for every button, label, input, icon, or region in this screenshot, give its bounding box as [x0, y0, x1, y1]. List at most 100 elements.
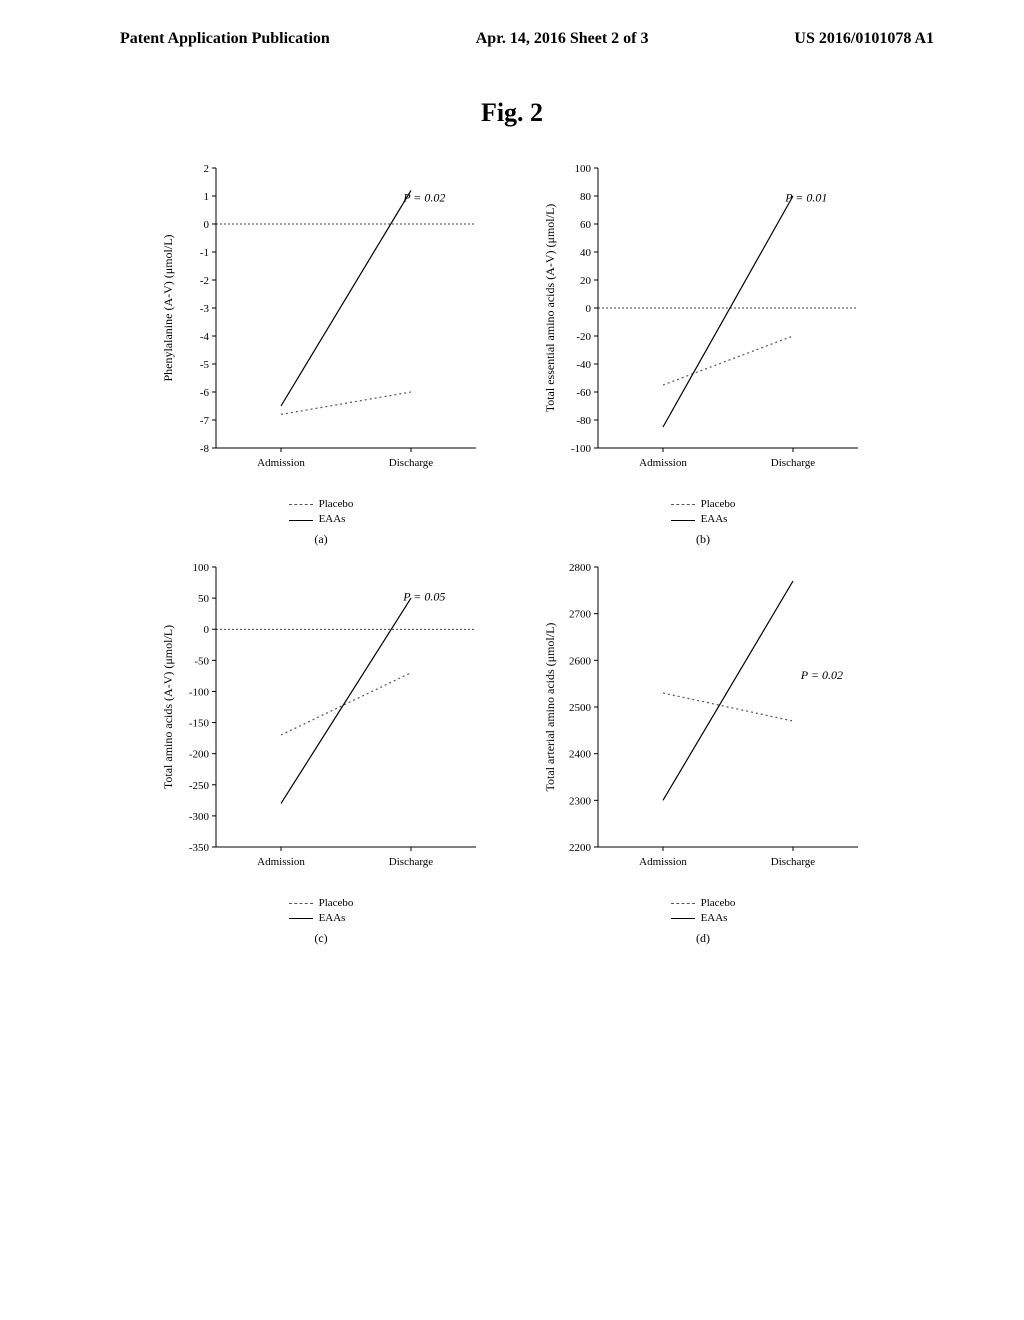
svg-text:Admission: Admission [257, 457, 305, 469]
legend-eaas-label: EAAs [319, 911, 346, 926]
svg-text:2500: 2500 [569, 702, 592, 714]
chart-panel-c: -350 -300 -250 -200 -150 -100 -50 0 50 100 Admissi… [156, 557, 486, 892]
svg-text:-4: -4 [200, 331, 210, 343]
header-center: Apr. 14, 2016 Sheet 2 of 3 [476, 30, 649, 48]
svg-text:P = 0.05: P = 0.05 [402, 589, 445, 603]
legend-placebo-label: Placebo [319, 497, 354, 512]
svg-text:Admission: Admission [639, 856, 687, 868]
panel-c-block: -350 -300 -250 -200 -150 -100 -50 0 50 100 Admissi… [140, 557, 502, 946]
header-right: US 2016/0101078 A1 [794, 30, 934, 48]
svg-text:0: 0 [204, 219, 210, 231]
svg-text:50: 50 [198, 593, 210, 605]
legend-placebo-swatch [671, 504, 695, 505]
svg-text:-8: -8 [200, 443, 210, 455]
svg-text:100: 100 [193, 562, 210, 574]
svg-text:2300: 2300 [569, 795, 592, 807]
chart-panel-d: 2200 2300 2400 2500 2600 2700 2800 Admission Dis… [538, 557, 868, 892]
svg-text:60: 60 [580, 219, 592, 231]
legend-d: Placebo EAAs [671, 896, 736, 927]
svg-text:-6: -6 [200, 387, 210, 399]
svg-text:2200: 2200 [569, 842, 592, 854]
legend-eaas-swatch [671, 918, 695, 919]
legend-eaas-row: EAAs [671, 512, 736, 527]
svg-text:-3: -3 [200, 303, 210, 315]
svg-text:2400: 2400 [569, 748, 592, 760]
svg-text:2: 2 [204, 163, 210, 175]
svg-text:0: 0 [586, 303, 592, 315]
legend-eaas-swatch [289, 918, 313, 919]
legend-eaas-swatch [671, 520, 695, 521]
svg-text:-7: -7 [200, 415, 210, 427]
svg-text:Total essential amino acids (A: Total essential amino acids (A-V) (μmol/… [543, 204, 557, 413]
legend-eaas-label: EAAs [701, 911, 728, 926]
legend-placebo-label: Placebo [701, 896, 736, 911]
svg-text:40: 40 [580, 247, 592, 259]
legend-placebo-label: Placebo [701, 497, 736, 512]
svg-text:2800: 2800 [569, 562, 592, 574]
legend-b: Placebo EAAs [671, 497, 736, 528]
svg-text:-100: -100 [189, 686, 210, 698]
charts-grid: -8 -7 -6 -5 -4 -3 -2 -1 0 1 2 Admission Discharge P =… [0, 128, 1024, 986]
svg-text:Discharge: Discharge [389, 457, 434, 469]
legend-eaas-row: EAAs [671, 911, 736, 926]
svg-text:Phenylalanine (A-V) (μmol/L): Phenylalanine (A-V) (μmol/L) [161, 234, 175, 381]
figure-title: Fig. 2 [0, 98, 1024, 128]
svg-text:P = 0.02: P = 0.02 [402, 191, 445, 205]
svg-text:Discharge: Discharge [771, 856, 816, 868]
svg-text:-150: -150 [189, 717, 210, 729]
legend-placebo-swatch [671, 903, 695, 904]
svg-text:-40: -40 [576, 359, 591, 371]
legend-placebo-row: Placebo [289, 497, 354, 512]
panel-a-label: (a) [314, 532, 327, 547]
legend-c: Placebo EAAs [289, 896, 354, 927]
legend-placebo-row: Placebo [671, 896, 736, 911]
chart-panel-b: -100 -80 -60 -40 -20 0 20 40 60 80 100 Admission Dis… [538, 158, 868, 493]
svg-text:-350: -350 [189, 842, 210, 854]
svg-text:-1: -1 [200, 247, 209, 259]
legend-placebo-row: Placebo [289, 896, 354, 911]
svg-text:-250: -250 [189, 780, 210, 792]
header-left: Patent Application Publication [120, 30, 330, 48]
legend-placebo-label: Placebo [319, 896, 354, 911]
legend-placebo-row: Placebo [671, 497, 736, 512]
svg-text:-300: -300 [189, 811, 210, 823]
svg-text:-60: -60 [576, 387, 591, 399]
svg-text:-50: -50 [194, 655, 209, 667]
svg-text:-80: -80 [576, 415, 591, 427]
svg-text:Discharge: Discharge [771, 457, 816, 469]
svg-text:1: 1 [204, 191, 210, 203]
svg-text:-5: -5 [200, 359, 210, 371]
svg-text:0: 0 [204, 624, 210, 636]
svg-text:-2: -2 [200, 275, 209, 287]
svg-text:P = 0.01: P = 0.01 [784, 191, 827, 205]
legend-eaas-label: EAAs [701, 512, 728, 527]
svg-text:2600: 2600 [569, 655, 592, 667]
svg-text:-100: -100 [571, 443, 592, 455]
panel-c-label: (c) [314, 931, 327, 946]
svg-text:-20: -20 [576, 331, 591, 343]
panel-d-block: 2200 2300 2400 2500 2600 2700 2800 Admission Dis… [522, 557, 884, 946]
svg-text:100: 100 [575, 163, 592, 175]
svg-text:80: 80 [580, 191, 592, 203]
panel-d-label: (d) [696, 931, 710, 946]
svg-text:Discharge: Discharge [389, 856, 434, 868]
panel-b-label: (b) [696, 532, 710, 547]
legend-eaas-label: EAAs [319, 512, 346, 527]
page-header: Patent Application Publication Apr. 14, … [0, 0, 1024, 48]
legend-eaas-row: EAAs [289, 512, 354, 527]
legend-eaas-row: EAAs [289, 911, 354, 926]
legend-placebo-swatch [289, 903, 313, 904]
svg-text:Admission: Admission [639, 457, 687, 469]
svg-text:-200: -200 [189, 748, 210, 760]
legend-a: Placebo EAAs [289, 497, 354, 528]
svg-text:2700: 2700 [569, 608, 592, 620]
svg-text:Total amino acids (A-V) (μmol/: Total amino acids (A-V) (μmol/L) [161, 625, 175, 789]
legend-placebo-swatch [289, 504, 313, 505]
panel-b-block: -100 -80 -60 -40 -20 0 20 40 60 80 100 Admission Dis… [522, 158, 884, 547]
svg-text:20: 20 [580, 275, 592, 287]
panel-a-block: -8 -7 -6 -5 -4 -3 -2 -1 0 1 2 Admission Discharge P =… [140, 158, 502, 547]
svg-text:Total arterial amino acids (μm: Total arterial amino acids (μmol/L) [543, 622, 557, 791]
chart-panel-a: -8 -7 -6 -5 -4 -3 -2 -1 0 1 2 Admission Discharge P =… [156, 158, 486, 493]
svg-text:Admission: Admission [257, 856, 305, 868]
svg-text:P = 0.02: P = 0.02 [800, 668, 843, 682]
